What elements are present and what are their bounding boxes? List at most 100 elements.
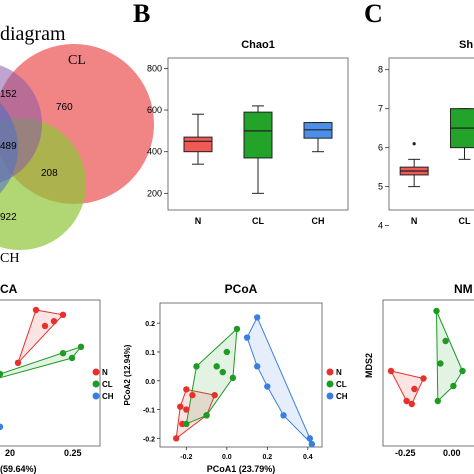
point-n <box>173 435 180 442</box>
point-cl <box>434 397 441 405</box>
point-n <box>41 322 49 330</box>
point-cl <box>59 350 67 357</box>
point-n <box>183 406 190 413</box>
legend-label: N <box>102 368 108 377</box>
nmds-xtick: 0.00 <box>443 448 461 458</box>
x-tick-label: 0.4 <box>303 454 313 461</box>
hull-cl <box>436 310 464 403</box>
pca-title: CA <box>0 282 18 296</box>
nmds-plot: NM MDS2 -0.25 0.00 <box>364 282 474 458</box>
point-n <box>50 318 58 325</box>
venn-count: 922 <box>0 212 17 223</box>
point-cl <box>203 412 210 419</box>
point-n <box>408 400 415 408</box>
legend-key-n <box>326 368 334 376</box>
x-tick-label: CL <box>459 216 471 226</box>
x-tick-label: CH <box>312 216 325 226</box>
y-tick-label: -0.2 <box>143 436 155 443</box>
point-ch <box>254 363 261 370</box>
y-tick-label: 4 <box>378 221 383 231</box>
x-axis-label: PCoA1 (23.79%) <box>207 464 276 474</box>
venn-title: diagram <box>0 23 66 45</box>
pca-xtick: 20 <box>5 448 15 458</box>
point-cl <box>229 374 237 382</box>
x-tick-label: N <box>195 216 202 226</box>
chart-title: Sh <box>459 39 473 51</box>
venn-label-cl: CL <box>68 53 86 68</box>
box-n <box>183 136 213 153</box>
box-cl <box>243 111 273 159</box>
hull-ch <box>246 316 313 445</box>
chart-title: Chao1 <box>241 39 275 51</box>
point-cl <box>223 348 231 356</box>
point-n <box>183 386 190 393</box>
shannon-boxplot: Sh 4 5 6 7 8 N CL <box>378 39 474 231</box>
venn-count: 208 <box>41 168 58 179</box>
pcoa-plot: PCoA -0.2 0.0 0.2 0.4 -0.2 -0.1 0.0 0.1 0.2 PCoA1 … <box>123 282 348 474</box>
y-tick-label: 0.0 <box>145 379 155 386</box>
plot-frame <box>388 57 474 211</box>
point-n <box>411 385 418 393</box>
y-tick-label: -0.1 <box>143 408 155 415</box>
point-n <box>32 306 40 314</box>
y-tick-label: 0.2 <box>145 321 155 328</box>
venn-label-ch: CH <box>0 251 19 266</box>
point-ch <box>264 383 271 390</box>
point-ch <box>254 314 261 321</box>
point-cl <box>68 354 76 362</box>
legend-label: CL <box>336 380 347 389</box>
point-n <box>403 397 410 405</box>
point-cl <box>442 337 449 345</box>
legend-key-ch <box>92 392 100 400</box>
point-cl <box>77 343 85 350</box>
point-cl <box>0 370 4 378</box>
venn-count: 760 <box>56 102 73 113</box>
point-ch <box>280 412 287 419</box>
legend-label: CH <box>336 392 348 401</box>
point-cl <box>183 420 190 428</box>
point-cl <box>233 325 241 333</box>
y-tick-label: 400 <box>147 147 162 157</box>
point-n <box>59 311 67 318</box>
point-ch <box>0 423 4 430</box>
point-n <box>189 391 196 399</box>
venn-panel: diagram CL CH 152 760 489 208 922 <box>0 23 154 266</box>
x-tick-label: -0.2 <box>180 454 192 461</box>
point-cl <box>213 363 220 370</box>
legend-key-cl <box>92 380 100 388</box>
nmds-xtick: -0.25 <box>395 448 416 458</box>
legend-key-cl <box>326 380 334 388</box>
nmds-ylabel: MDS2 <box>364 353 374 378</box>
point-cl <box>219 368 226 376</box>
point-n <box>420 375 427 382</box>
y-tick-label: 5 <box>378 182 383 192</box>
plot-frame <box>382 299 474 447</box>
legend-label: CH <box>102 392 114 401</box>
plot-frame <box>159 302 323 448</box>
venn-count: 152 <box>0 89 17 100</box>
y-tick-label: 8 <box>378 65 383 75</box>
pca-plot: CA 20 0.25 (59.64%) N CL CH <box>0 282 114 474</box>
point-n <box>177 403 184 410</box>
point-ch <box>243 334 251 341</box>
y-tick-label: 0.1 <box>145 350 155 357</box>
legend-label: N <box>336 368 342 377</box>
point-n <box>14 359 22 366</box>
point-cl <box>437 360 444 367</box>
y-tick-label: 600 <box>147 105 162 115</box>
y-tick-label: 6 <box>378 143 383 153</box>
point-cl <box>193 363 200 370</box>
y-tick-label: 7 <box>378 104 383 114</box>
legend-key-n <box>92 368 100 376</box>
point-ch <box>308 440 316 448</box>
legend-label: CL <box>102 380 113 389</box>
legend-key-ch <box>326 392 334 400</box>
y-tick-label: 200 <box>147 188 162 198</box>
pca-xtick: 0.25 <box>64 448 82 458</box>
chao1-boxplot: Chao1 200 400 600 800 N CL CH <box>147 39 349 226</box>
pca-xlabel: (59.64%) <box>0 464 37 474</box>
venn-count: 489 <box>0 141 17 152</box>
point-cl <box>433 307 440 315</box>
panel-letter-b: B <box>133 0 150 28</box>
